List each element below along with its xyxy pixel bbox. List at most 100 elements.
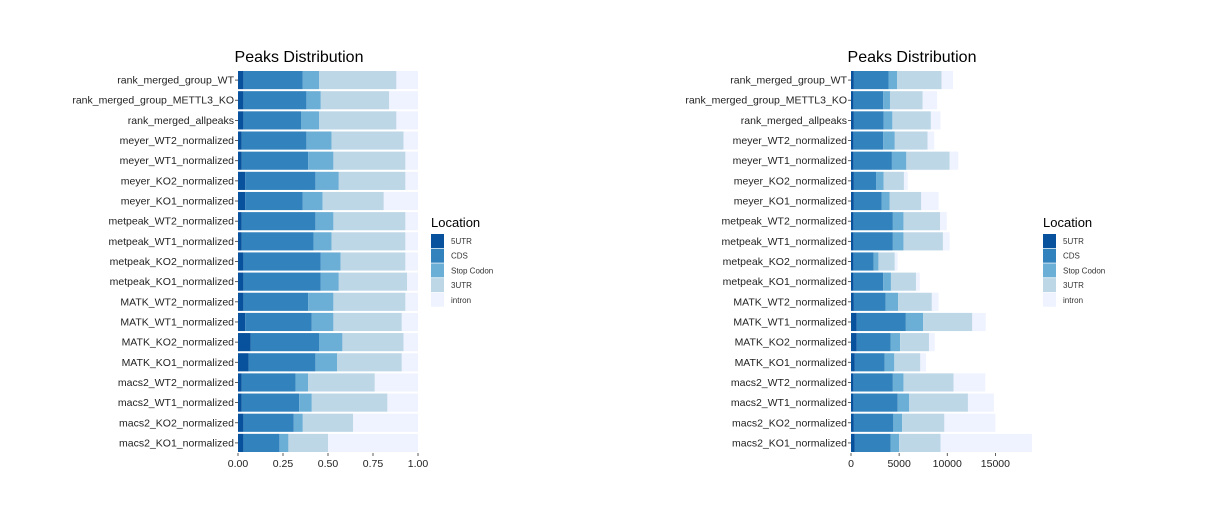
y-tick-label: macs2_KO2_normalized bbox=[119, 417, 234, 429]
bar-segment-cds bbox=[856, 333, 891, 352]
bar-segment-intron bbox=[922, 91, 938, 110]
bar-segment-stop-codon bbox=[883, 91, 890, 110]
y-tick-label: meyer_WT2_normalized bbox=[120, 135, 235, 147]
y-tick-label: MATK_WT1_normalized bbox=[733, 316, 847, 328]
bar-segment-intron bbox=[930, 111, 941, 130]
bar-segment-intron bbox=[396, 71, 418, 90]
legend-key-stop-codon bbox=[431, 263, 444, 278]
legend-label: 3UTR bbox=[451, 281, 472, 290]
bar-segment-stop-codon bbox=[884, 353, 895, 372]
proportion-panel: Peaks Distribution rank_merged_group_WTr… bbox=[72, 49, 428, 470]
bar-segment-3utr bbox=[889, 191, 922, 211]
bar-segment-cds bbox=[854, 353, 885, 372]
y-tick-label: MATK_WT2_normalized bbox=[733, 296, 847, 308]
bar-segment-intron bbox=[953, 373, 986, 392]
bar-segment-stop-codon bbox=[302, 191, 323, 211]
y-tick-label: rank_merged_group_WT bbox=[117, 75, 234, 87]
bar-segment-stop-codon bbox=[315, 353, 337, 372]
bar-segment-cds bbox=[853, 212, 893, 231]
bar-segment-cds bbox=[245, 312, 312, 332]
legend-key-3utr bbox=[1043, 278, 1056, 293]
bar-segment-3utr bbox=[903, 212, 941, 231]
bar-segment-5utr bbox=[238, 413, 244, 432]
bar-segment-3utr bbox=[902, 413, 945, 432]
bar-segment-3utr bbox=[333, 312, 402, 332]
bar-segment-intron bbox=[894, 252, 898, 271]
bar-segment-intron bbox=[944, 413, 996, 432]
y-tick-label: meyer_KO1_normalized bbox=[734, 196, 847, 208]
bar-segment-stop-codon bbox=[890, 433, 900, 452]
bar-segment-stop-codon bbox=[897, 393, 910, 412]
bar-segment-3utr bbox=[302, 413, 354, 432]
bar-segment-3utr bbox=[878, 252, 895, 271]
bar-segment-intron bbox=[403, 333, 418, 352]
bar-segment-3utr bbox=[903, 232, 943, 251]
bar-segment-5utr bbox=[851, 232, 854, 251]
bar-segment-cds bbox=[853, 232, 893, 251]
bar-segment-3utr bbox=[897, 71, 942, 90]
bar-segment-cds bbox=[245, 191, 303, 211]
y-tick-label: metpeak_WT2_normalized bbox=[109, 216, 235, 228]
bar-segment-stop-codon bbox=[313, 232, 332, 251]
bar-segment-cds bbox=[853, 171, 877, 190]
bar-segment-intron bbox=[940, 433, 1032, 452]
bar-segment-cds bbox=[853, 131, 884, 150]
bar-segment-3utr bbox=[308, 373, 375, 392]
bar-segment-intron bbox=[915, 272, 920, 291]
legend-title: Location bbox=[1043, 215, 1092, 230]
y-tick-label: MATK_WT2_normalized bbox=[120, 296, 234, 308]
legend-key-stop-codon bbox=[1043, 263, 1056, 278]
bar-segment-cds bbox=[241, 373, 296, 392]
y-tick-label: meyer_WT1_normalized bbox=[733, 155, 848, 167]
bar-segment-intron bbox=[389, 91, 418, 110]
bar-segment-stop-codon bbox=[315, 171, 339, 190]
bar-segment-cds bbox=[243, 433, 280, 452]
bar-segment-intron bbox=[928, 333, 935, 352]
bar-segment-cds bbox=[250, 333, 319, 352]
bar-segment-stop-codon bbox=[883, 131, 895, 150]
bar-segment-intron bbox=[374, 373, 418, 392]
bar-segment-5utr bbox=[238, 272, 244, 291]
bar-segment-intron bbox=[941, 71, 954, 90]
y-tick-label: MATK_KO1_normalized bbox=[735, 357, 848, 369]
bar-segment-intron bbox=[920, 353, 927, 372]
bar-segment-intron bbox=[940, 212, 947, 231]
y-tick-label: meyer_KO2_normalized bbox=[121, 175, 234, 187]
bar-segment-5utr bbox=[851, 71, 854, 90]
bar-segment-cds bbox=[243, 252, 321, 271]
bar-segment-5utr bbox=[851, 292, 854, 311]
bar-segment-stop-codon bbox=[311, 312, 334, 332]
y-tick-label: macs2_WT1_normalized bbox=[731, 397, 847, 409]
bar-segment-stop-codon bbox=[320, 272, 339, 291]
y-tick-label: macs2_KO2_normalized bbox=[732, 417, 847, 429]
bar-segment-stop-codon bbox=[905, 312, 924, 332]
bar-segment-cds bbox=[243, 71, 303, 90]
bar-segment-stop-codon bbox=[279, 433, 289, 452]
bar-segment-3utr bbox=[331, 131, 404, 150]
y-tick-label: metpeak_KO1_normalized bbox=[723, 276, 847, 288]
y-tick-label: metpeak_KO1_normalized bbox=[110, 276, 234, 288]
legend-title: Location bbox=[431, 215, 480, 230]
bar-segment-5utr bbox=[238, 71, 244, 90]
bar-segment-3utr bbox=[311, 393, 388, 412]
legend-key-5utr bbox=[1043, 234, 1056, 248]
bar-segment-cds bbox=[241, 232, 314, 251]
bar-segment-cds bbox=[243, 413, 294, 432]
bar-segment-stop-codon bbox=[892, 212, 904, 231]
bar-segment-stop-codon bbox=[293, 413, 303, 432]
y-tick-label: MATK_KO2_normalized bbox=[735, 337, 848, 349]
legend-key-cds bbox=[1043, 248, 1056, 263]
legend-left: Location 5UTR CDS Stop Codon 3UTR intron bbox=[431, 215, 493, 307]
bar-segment-3utr bbox=[333, 292, 406, 311]
y-tick-label: meyer_WT2_normalized bbox=[733, 135, 848, 147]
legend-right: Location 5UTR CDS Stop Codon 3UTR intron bbox=[1043, 215, 1105, 307]
y-tick-label: macs2_WT2_normalized bbox=[731, 377, 847, 389]
bar-segment-cds bbox=[853, 272, 884, 291]
x-tick-label: 15000 bbox=[981, 458, 1010, 470]
bar-segment-cds bbox=[248, 353, 316, 372]
bar-segment-3utr bbox=[320, 91, 390, 110]
bar-segment-stop-codon bbox=[892, 373, 904, 392]
bar-segment-cds bbox=[243, 272, 321, 291]
bar-segment-cds bbox=[853, 71, 889, 90]
